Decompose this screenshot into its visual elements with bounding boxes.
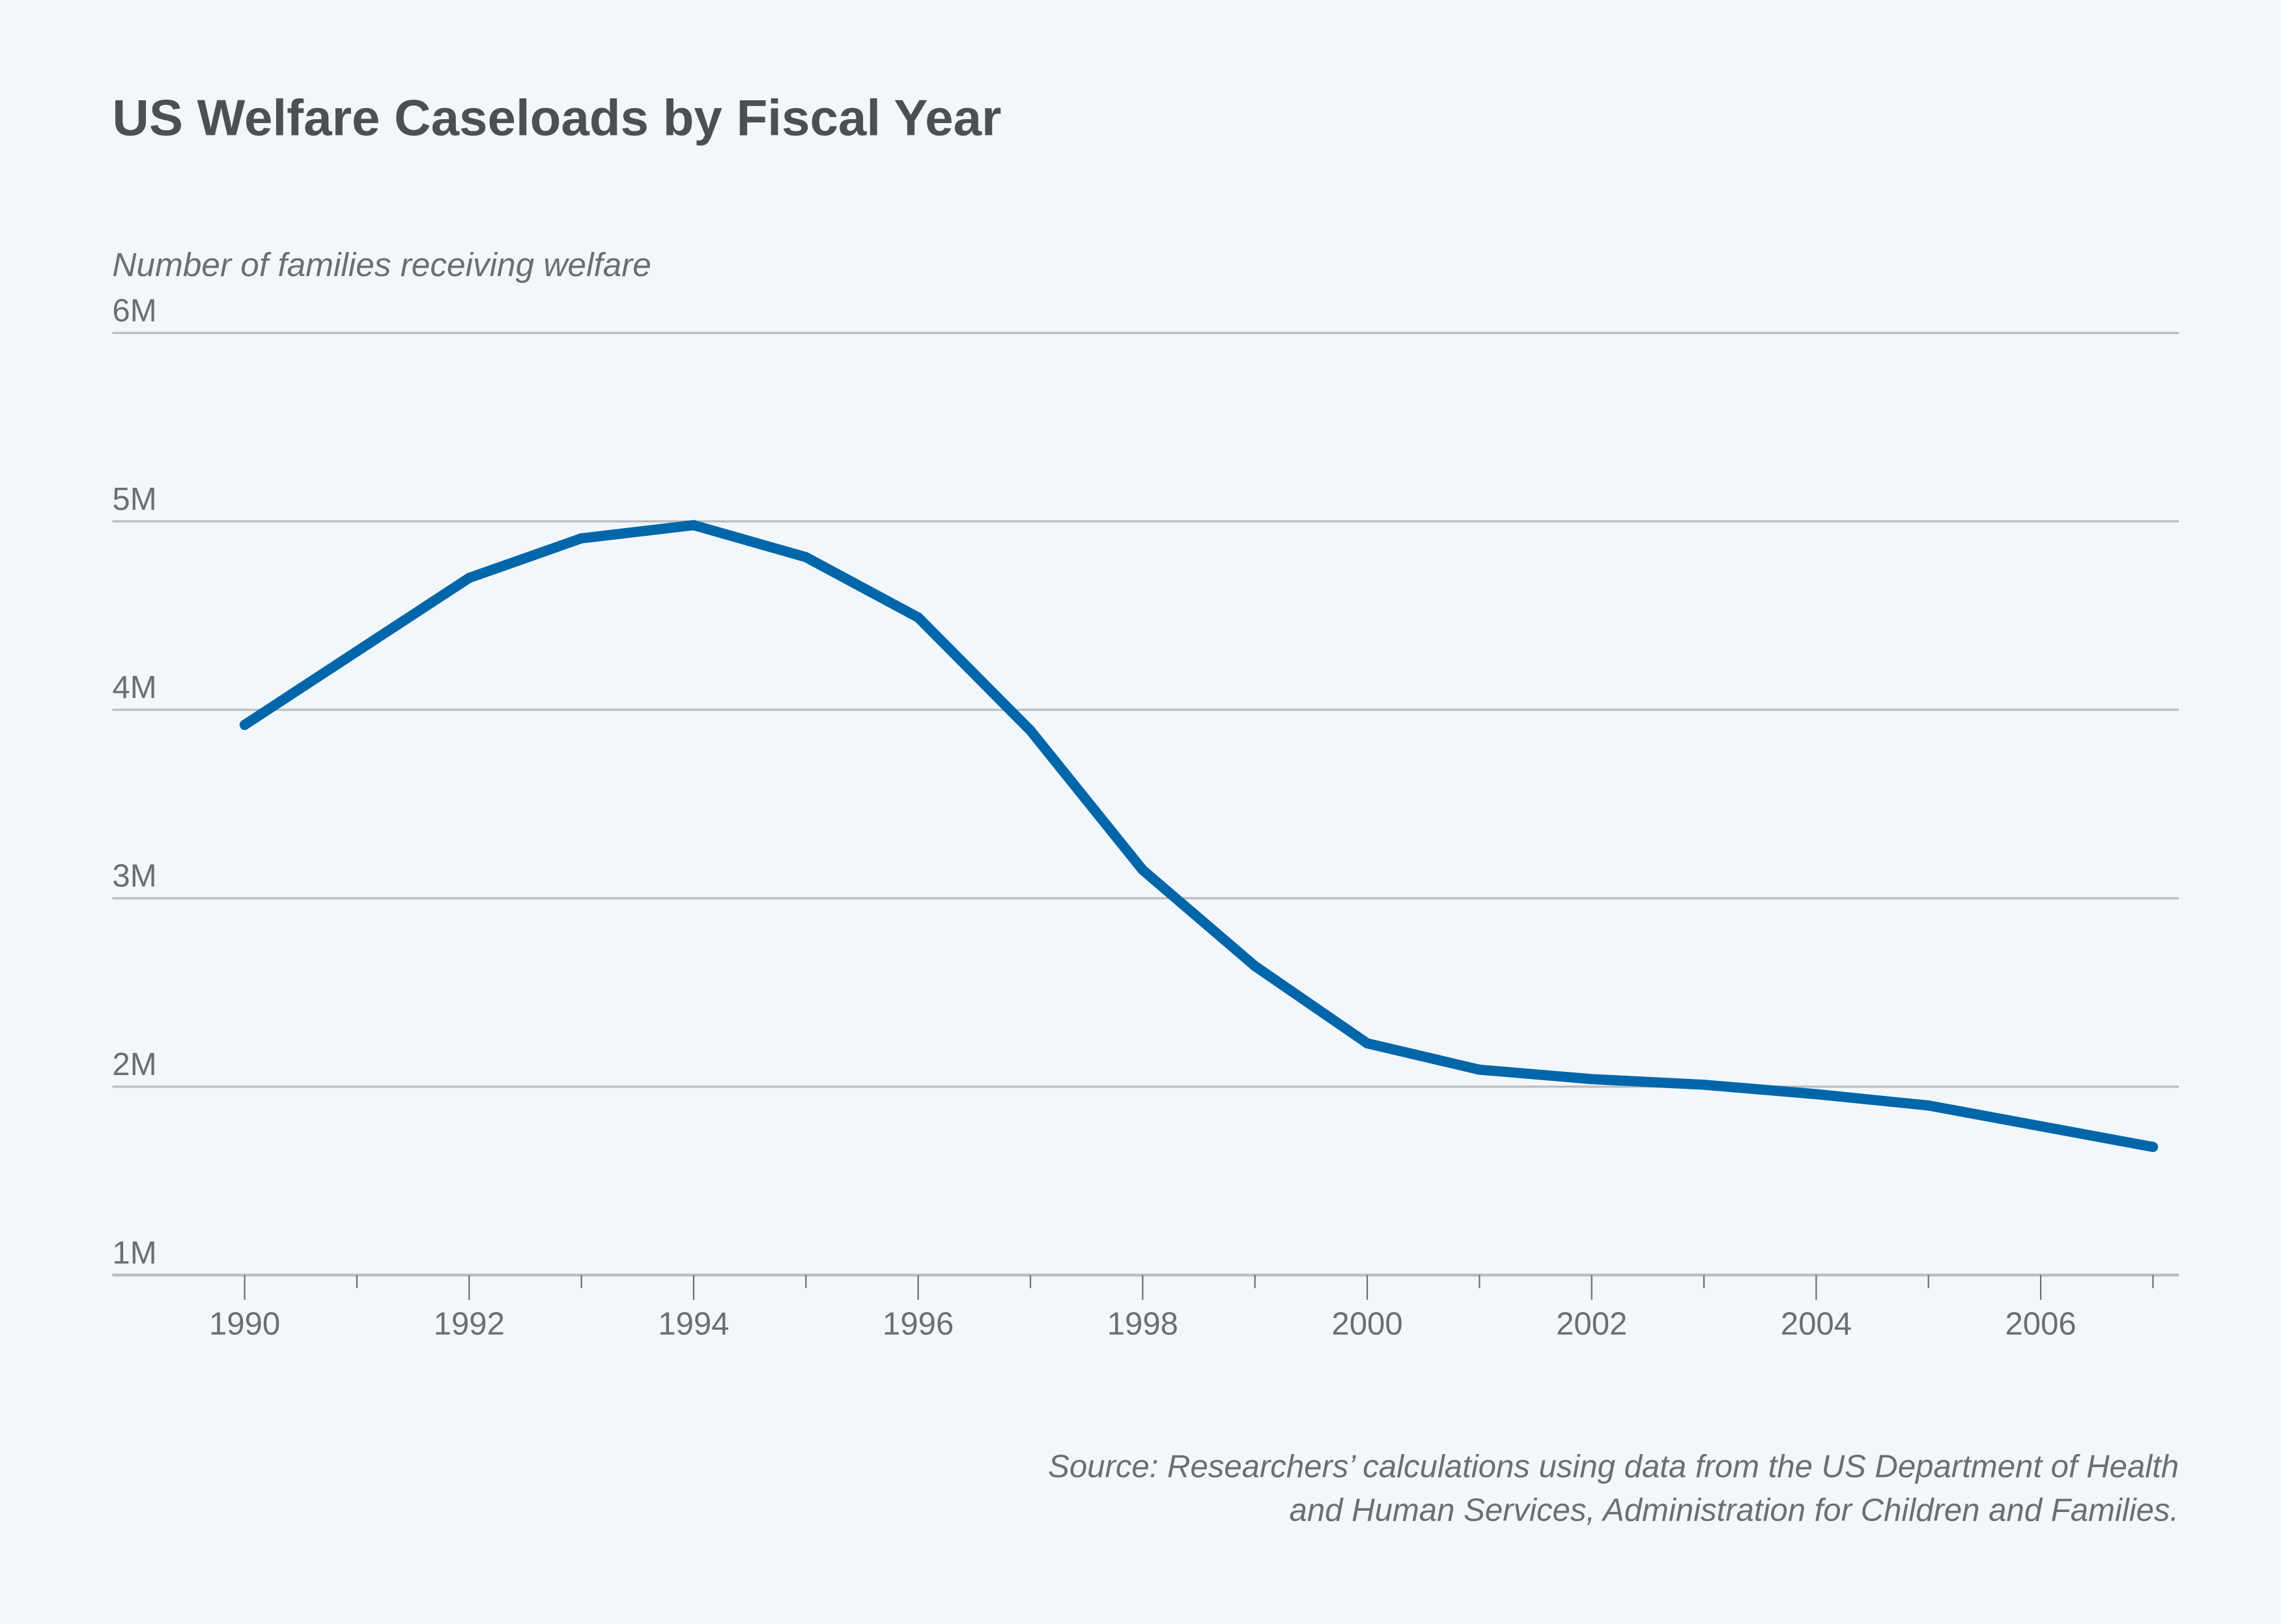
data-point [1137,865,1148,875]
y-tick-label: 1M [112,1235,156,1270]
data-point [1249,960,1260,972]
chart-title: US Welfare Caseloads by Fiscal Year [112,89,1001,147]
y-tick-label: 6M [112,293,156,328]
x-tick-label: 1994 [658,1307,729,1342]
y-axis: 6M 5M 4M 3M 2M 1M [112,293,156,1270]
data-point [1586,1074,1597,1085]
series-line [242,520,2154,1153]
data-point [1025,725,1036,736]
x-tick-label: 1996 [883,1307,954,1342]
data-point [2035,1121,2046,1132]
x-tick-label: 2000 [1331,1307,1402,1342]
x-tick-label: 1990 [209,1307,280,1342]
data-point [1362,1038,1372,1049]
data-point [239,720,250,731]
y-tick-label: 2M [112,1047,156,1082]
data-point [1699,1080,1709,1090]
gridlines [112,331,2179,1277]
data-point [688,520,699,531]
series-layer [239,520,2159,1153]
y-tick-label: 5M [112,482,156,517]
source-note-line-2: and Human Services, Administration for C… [1290,1492,2179,1528]
x-tick-label: 2006 [2005,1307,2076,1342]
data-point [352,646,362,657]
x-axis: 1990 1992 1994 1996 1998 2000 2002 2004 2006 [209,1275,2154,1342]
x-tick-label: 2004 [1781,1307,1852,1342]
data-point [464,572,475,583]
y-axis-label: Number of families receiving welfare [112,246,651,283]
data-point [576,533,587,544]
data-point [1811,1089,1822,1100]
source-note-line-1: Source: Researchers’ calculations using … [1048,1449,2179,1484]
data-point [1923,1100,1934,1111]
data-point [913,612,924,623]
data-point [1474,1064,1485,1075]
y-tick-label: 3M [112,859,156,894]
x-tick-label: 2002 [1556,1307,1627,1342]
x-tick-label: 1992 [434,1307,505,1342]
data-point [2147,1141,2159,1153]
y-tick-label: 4M [112,670,156,705]
x-tick-label: 1998 [1107,1307,1178,1342]
data-point [800,552,812,563]
